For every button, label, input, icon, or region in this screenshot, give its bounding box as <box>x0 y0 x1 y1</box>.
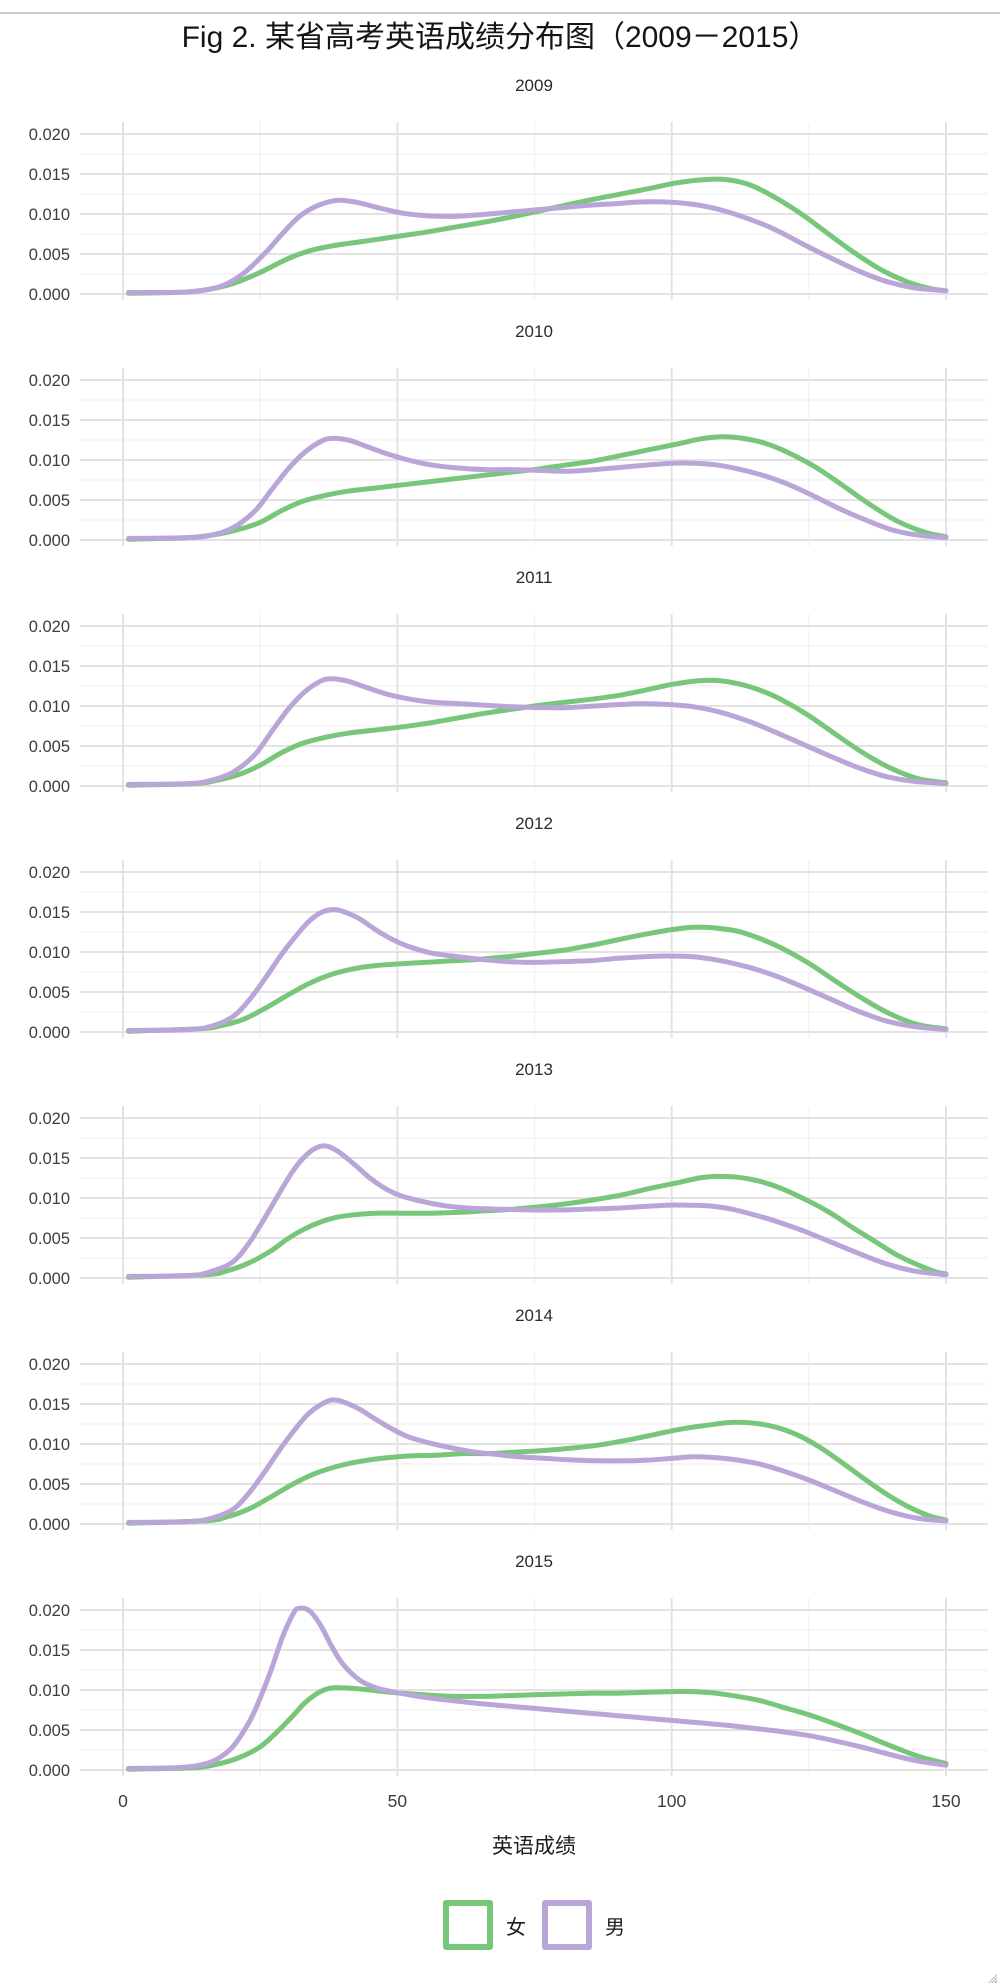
y-tick-label: 0.000 <box>29 532 70 550</box>
y-tick-label: 0.020 <box>29 1356 70 1374</box>
legend-label: 女 <box>506 1916 526 1939</box>
density-curve-male <box>126 1397 949 1525</box>
y-tick-label: 0.010 <box>29 698 70 716</box>
facet-title: 2013 <box>515 1060 553 1079</box>
facet-2013: 2013 0.000 0.005 0.010 0.015 0.020 <box>0 1050 1000 1296</box>
x-tick-label: 50 <box>387 1791 408 1811</box>
y-tick-label: 0.010 <box>29 206 70 224</box>
y-tick-label: 0.005 <box>29 738 70 756</box>
density-curve-female <box>126 434 949 542</box>
y-tick-label: 0.020 <box>29 1110 70 1128</box>
y-tick-label: 0.010 <box>29 1190 70 1208</box>
y-tick-label: 0.005 <box>29 246 70 264</box>
y-tick-label: 0.005 <box>29 1476 70 1494</box>
x-axis-title: 英语成绩 <box>492 1835 576 1858</box>
y-tick-label: 0.000 <box>29 1270 70 1288</box>
y-tick-label: 0.000 <box>29 778 70 796</box>
density-curve-female <box>126 677 949 788</box>
legend-item-male: 男 <box>542 1900 625 1950</box>
legend: 女男 <box>0 1900 1000 1950</box>
chart-title: Fig 2. 某省高考英语成绩分布图（2009－2015） <box>181 21 819 54</box>
pane-top-border <box>0 12 1000 14</box>
x-tick-label: 150 <box>931 1791 961 1811</box>
density-curve-male <box>126 197 949 296</box>
plot-pane: { "page": { "title": "Fig 2. 某省高考英语成绩分布图… <box>0 12 1000 1986</box>
legend-label: 男 <box>605 1916 625 1939</box>
legend-key-swatch <box>443 1900 493 1950</box>
facet-2012: 2012 0.000 0.005 0.010 0.015 0.020 <box>0 804 1000 1050</box>
facet-panel: 0.000 0.005 0.010 0.015 0.020 <box>29 860 988 1042</box>
facet-2010: 2010 0.000 0.005 0.010 0.015 0.020 <box>0 312 1000 558</box>
density-curve-male <box>126 1605 949 1771</box>
density-curve-female <box>126 1419 949 1526</box>
density-curve-female <box>126 1173 949 1280</box>
facet-2011: 2011 0.000 0.005 0.010 0.015 0.020 <box>0 558 1000 804</box>
y-tick-label: 0.015 <box>29 412 70 430</box>
legend-key-swatch <box>542 1900 592 1950</box>
density-curve-male <box>126 676 949 787</box>
facet-panel: 0.000 0.005 0.010 0.015 0.020 <box>29 1106 988 1288</box>
resize-grip-icon[interactable] <box>987 1973 998 1984</box>
facet-panel: 0.000 0.005 0.010 0.015 0.020 <box>29 614 988 796</box>
facet-title: 2010 <box>515 322 553 341</box>
facet-panel: 0.000 0.005 0.010 0.015 0.020 <box>29 368 988 550</box>
y-tick-label: 0.020 <box>29 1602 70 1620</box>
facets-container: 2009 0.000 0.005 0.010 0.015 0.020 2010 0.000 0.… <box>0 66 1000 1788</box>
y-tick-label: 0.015 <box>29 1642 70 1660</box>
density-curve-female <box>126 176 949 296</box>
density-curve-male <box>126 435 949 541</box>
y-tick-label: 0.010 <box>29 1436 70 1454</box>
x-axis-tick-row: 0 50 100 150 <box>0 1788 1000 1814</box>
y-tick-label: 0.020 <box>29 618 70 636</box>
facet-title: 2012 <box>515 814 553 833</box>
y-tick-label: 0.000 <box>29 1762 70 1780</box>
x-tick-label: 100 <box>657 1791 687 1811</box>
facet-title: 2009 <box>515 76 553 95</box>
y-tick-label: 0.010 <box>29 1682 70 1700</box>
y-tick-label: 0.000 <box>29 286 70 304</box>
y-tick-label: 0.015 <box>29 1150 70 1168</box>
density-curve-male <box>126 907 949 1033</box>
x-tick-label: 0 <box>118 1791 128 1811</box>
y-tick-label: 0.005 <box>29 1722 70 1740</box>
y-tick-label: 0.000 <box>29 1024 70 1042</box>
facet-2014: 2014 0.000 0.005 0.010 0.015 0.020 <box>0 1296 1000 1542</box>
facet-panel: 0.000 0.005 0.010 0.015 0.020 <box>29 1352 988 1534</box>
y-tick-label: 0.010 <box>29 944 70 962</box>
y-tick-label: 0.020 <box>29 372 70 390</box>
y-tick-label: 0.015 <box>29 904 70 922</box>
facet-panel: 0.000 0.005 0.010 0.015 0.020 <box>29 122 988 304</box>
y-tick-label: 0.020 <box>29 126 70 144</box>
density-curve-female <box>126 1685 949 1772</box>
y-tick-label: 0.005 <box>29 492 70 510</box>
facet-panel: 0.000 0.005 0.010 0.015 0.020 <box>29 1598 988 1780</box>
y-tick-label: 0.015 <box>29 658 70 676</box>
y-tick-label: 0.000 <box>29 1516 70 1534</box>
y-tick-label: 0.005 <box>29 1230 70 1248</box>
y-tick-label: 0.020 <box>29 864 70 882</box>
y-tick-label: 0.010 <box>29 452 70 470</box>
density-curve-female <box>126 924 949 1034</box>
facet-title: 2014 <box>515 1306 553 1325</box>
density-curve-male <box>126 1143 949 1279</box>
y-tick-label: 0.015 <box>29 166 70 184</box>
facet-title: 2015 <box>515 1552 553 1571</box>
y-tick-label: 0.015 <box>29 1396 70 1414</box>
facet-2015: 2015 0.000 0.005 0.010 0.015 0.020 <box>0 1542 1000 1788</box>
legend-item-female: 女 <box>443 1900 526 1950</box>
facet-2009: 2009 0.000 0.005 0.010 0.015 0.020 <box>0 66 1000 312</box>
facet-title: 2011 <box>515 568 553 587</box>
y-tick-label: 0.005 <box>29 984 70 1002</box>
